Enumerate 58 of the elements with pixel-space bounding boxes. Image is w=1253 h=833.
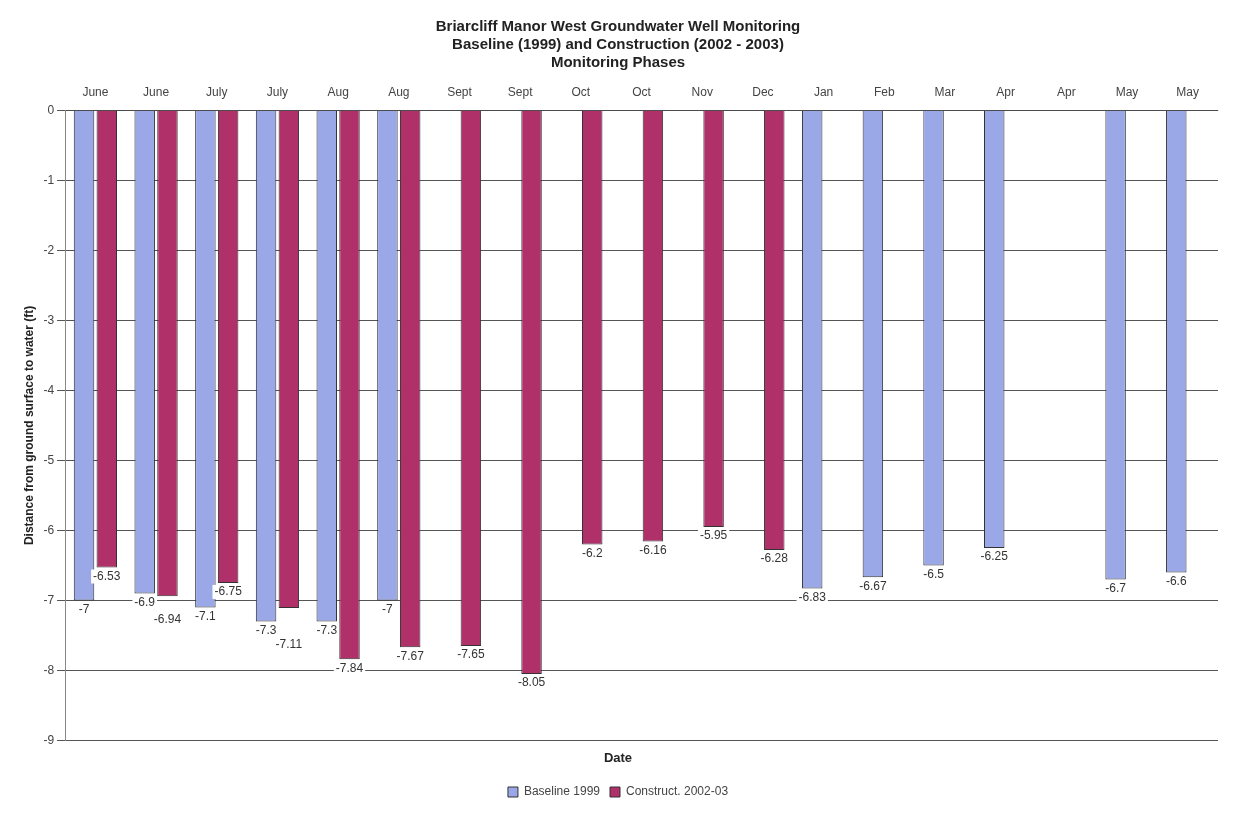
data-label: -6.94 <box>153 611 182 626</box>
data-label: -7.67 <box>396 648 425 663</box>
x-axis-title: Date <box>603 749 633 765</box>
x-tick-label: Dec <box>752 84 774 99</box>
data-label: -6.5 <box>923 566 945 581</box>
x-tick-label: Sept <box>507 84 534 99</box>
data-label: -5.95 <box>699 528 728 543</box>
data-label: -7 <box>382 601 394 616</box>
x-tick-label: Aug <box>388 84 410 99</box>
y-tick-label: -5 <box>43 452 55 467</box>
data-label: -6.83 <box>798 589 827 604</box>
y-tick-label: -3 <box>43 312 55 327</box>
x-tick-label: June <box>143 84 170 99</box>
data-label: -6.75 <box>214 584 243 599</box>
x-tick-label: May <box>1176 84 1199 99</box>
x-tick-label: Jan <box>813 84 834 99</box>
data-label: -7.3 <box>316 622 338 637</box>
x-tick-label: Aug <box>327 84 349 99</box>
x-tick-label: Nov <box>691 84 713 99</box>
chart-title: Briarcliff Manor West Groundwater Well Monitoring Baseline (1999) and Construction (2002 - 2003) Monitoring Phases <box>435 17 801 71</box>
data-label: -6.2 <box>581 545 603 560</box>
x-tick-label: June <box>82 84 109 99</box>
data-label: -6.16 <box>639 542 667 557</box>
data-label: -7.65 <box>457 647 485 662</box>
data-label: -8.05 <box>517 675 546 690</box>
data-label: -7.1 <box>195 608 217 623</box>
x-tick-label: Oct <box>571 84 591 99</box>
x-tick-label: Feb <box>873 84 895 99</box>
data-label: -6.53 <box>93 568 121 583</box>
data-label: -6.67 <box>859 578 887 593</box>
y-tick-label: -7 <box>43 592 55 607</box>
data-label: -6.28 <box>760 551 789 566</box>
y-axis-title: Distance from ground surface to water (ft) <box>21 305 36 546</box>
data-label: -6.9 <box>134 594 156 609</box>
x-tick-label: July <box>206 84 228 99</box>
y-tick-label: -6 <box>43 522 55 537</box>
x-tick-label: May <box>1115 84 1139 99</box>
data-label: -7 <box>78 601 90 616</box>
data-label: -6.25 <box>980 549 1009 564</box>
y-tick-label: -8 <box>43 662 55 677</box>
data-label: -6.7 <box>1105 580 1127 595</box>
x-tick-label: Mar <box>934 84 956 99</box>
y-tick-label: -4 <box>43 382 55 397</box>
data-label: -6.6 <box>1165 573 1187 588</box>
x-tick-label: Oct <box>632 84 652 99</box>
y-tick-label: -1 <box>43 172 55 187</box>
x-tick-label: Apr <box>996 84 1015 99</box>
x-tick-label: Apr <box>1056 84 1076 99</box>
x-tick-label: Sept <box>447 84 473 99</box>
data-label: -7.3 <box>255 622 277 637</box>
y-tick-label: -2 <box>43 242 55 257</box>
y-tick-label: -9 <box>43 732 55 747</box>
y-tick-label: 0 <box>47 102 55 117</box>
legend-label: Baseline 1999 <box>523 784 601 799</box>
legend-label: Construct. 2002-03 <box>626 784 729 799</box>
x-tick-label: July <box>266 84 289 99</box>
data-label: -7.84 <box>335 660 364 675</box>
data-label: -7.11 <box>275 637 303 652</box>
